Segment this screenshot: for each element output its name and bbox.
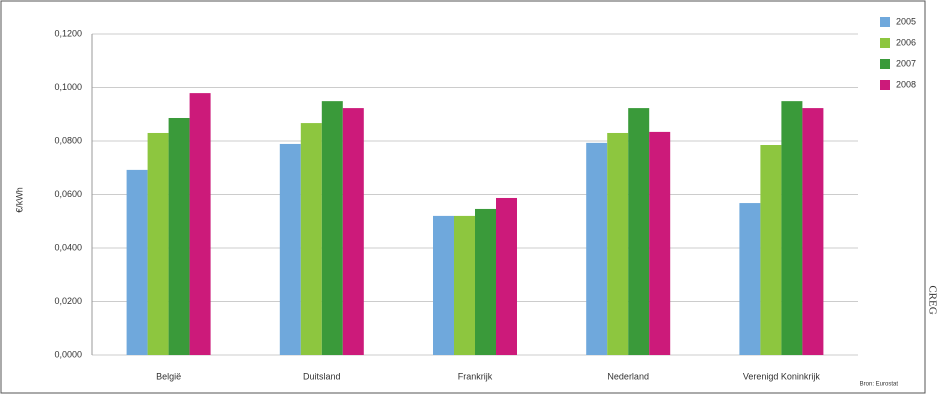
legend-label: 2008 — [896, 79, 916, 89]
x-tick-label: België — [156, 371, 181, 381]
bar — [189, 93, 211, 356]
legend-swatch — [880, 59, 890, 69]
x-tick-label: Duitsland — [303, 371, 341, 381]
bar — [802, 108, 824, 355]
bar — [279, 143, 301, 355]
y-tick-label: 0,0400 — [54, 242, 82, 252]
bar — [342, 108, 364, 355]
bar — [433, 215, 454, 355]
y-tick-label: 0,0000 — [54, 349, 82, 359]
y-tick-label: 0,1000 — [54, 82, 82, 92]
bar — [147, 132, 169, 355]
x-tick-label: Nederland — [607, 371, 649, 381]
y-tick-label: 0,0800 — [54, 135, 82, 145]
legend-label: 2006 — [896, 37, 916, 47]
legend-label: 2007 — [896, 58, 916, 68]
legend-swatch — [880, 38, 890, 48]
bar — [628, 108, 650, 355]
side-label: CREG — [926, 285, 938, 314]
bar — [321, 101, 343, 355]
bar — [300, 123, 322, 355]
y-tick-label: 0,1200 — [54, 28, 82, 38]
bar — [607, 132, 629, 355]
bar — [586, 142, 608, 355]
bar — [168, 117, 190, 356]
bar — [649, 131, 671, 355]
x-tick-label: Frankrijk — [458, 371, 493, 381]
y-axis-label: €/kWh — [14, 187, 24, 213]
bar — [126, 169, 148, 355]
bar — [760, 145, 782, 355]
x-tick-label: Verenigd Koninkrijk — [743, 371, 821, 381]
source-note: Bron: Eurostat — [860, 382, 899, 388]
legend-swatch — [880, 17, 890, 27]
bar — [496, 197, 517, 355]
bar — [454, 215, 475, 355]
y-tick-label: 0,0600 — [54, 189, 82, 199]
legend-swatch — [880, 80, 890, 90]
legend-label: 2005 — [896, 16, 916, 26]
bar — [739, 203, 761, 355]
y-tick-label: 0,0200 — [54, 296, 82, 306]
bar — [475, 208, 496, 355]
bar — [781, 101, 803, 355]
